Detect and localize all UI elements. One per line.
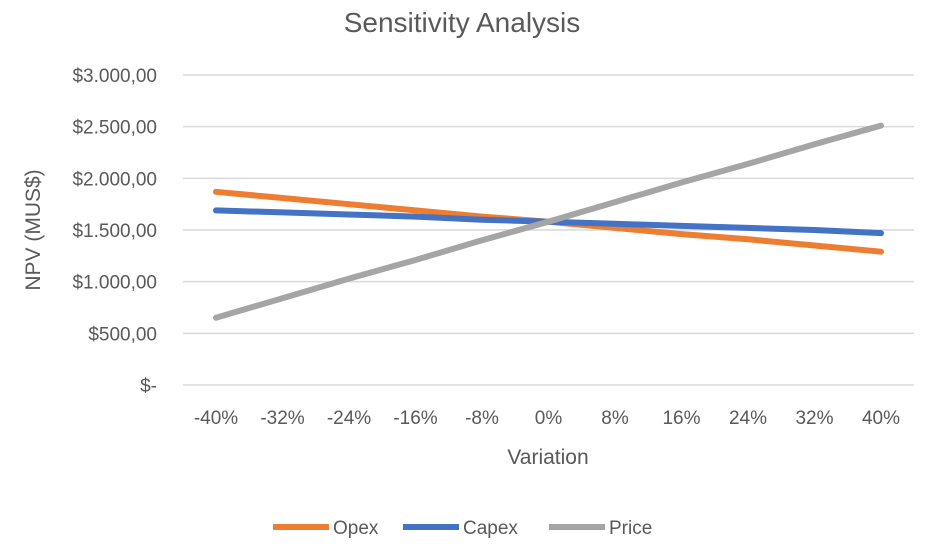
x-tick-label: -32% [260,408,304,429]
x-tick-label: 32% [795,408,833,429]
y-tick-label: $1.000,00 [72,273,157,294]
gridlines [183,74,914,386]
y-tick-label: $500,00 [88,324,157,345]
x-axis-label: Variation [507,446,588,469]
x-tick-label: 0% [535,408,563,429]
y-tick-label: $- [140,376,157,397]
legend-label-opex: Opex [333,518,379,539]
x-tick-label: -24% [327,408,371,429]
series-lines [213,122,884,321]
x-tick-label: -16% [393,408,437,429]
x-tick-label: 16% [662,408,700,429]
chart-title: Sensitivity Analysis [344,7,581,38]
y-axis-label: NPV (MUS$) [22,169,45,290]
x-axis-ticks: -40% -32% -24% -16% -8% 0% 8% 16% 24% 32% 40% [194,408,900,429]
y-tick-label: $1.500,00 [72,221,157,242]
x-tick-label: 24% [729,408,767,429]
legend-label-price: Price [609,518,652,539]
series-line-price [213,122,884,321]
x-tick-label: -8% [465,408,499,429]
y-tick-label: $3.000,00 [72,66,157,87]
x-tick-label: -40% [194,408,238,429]
legend: Opex Capex Price [273,518,652,539]
y-axis-ticks: $- $500,00 $1.000,00 $1.500,00 $2.000,00 $2.5… [72,66,157,397]
y-tick-label: $2.000,00 [72,169,157,190]
legend-label-capex: Capex [463,518,518,539]
x-tick-label: 40% [862,408,900,429]
y-tick-label: $2.500,00 [72,118,157,139]
x-tick-label: 8% [601,408,629,429]
